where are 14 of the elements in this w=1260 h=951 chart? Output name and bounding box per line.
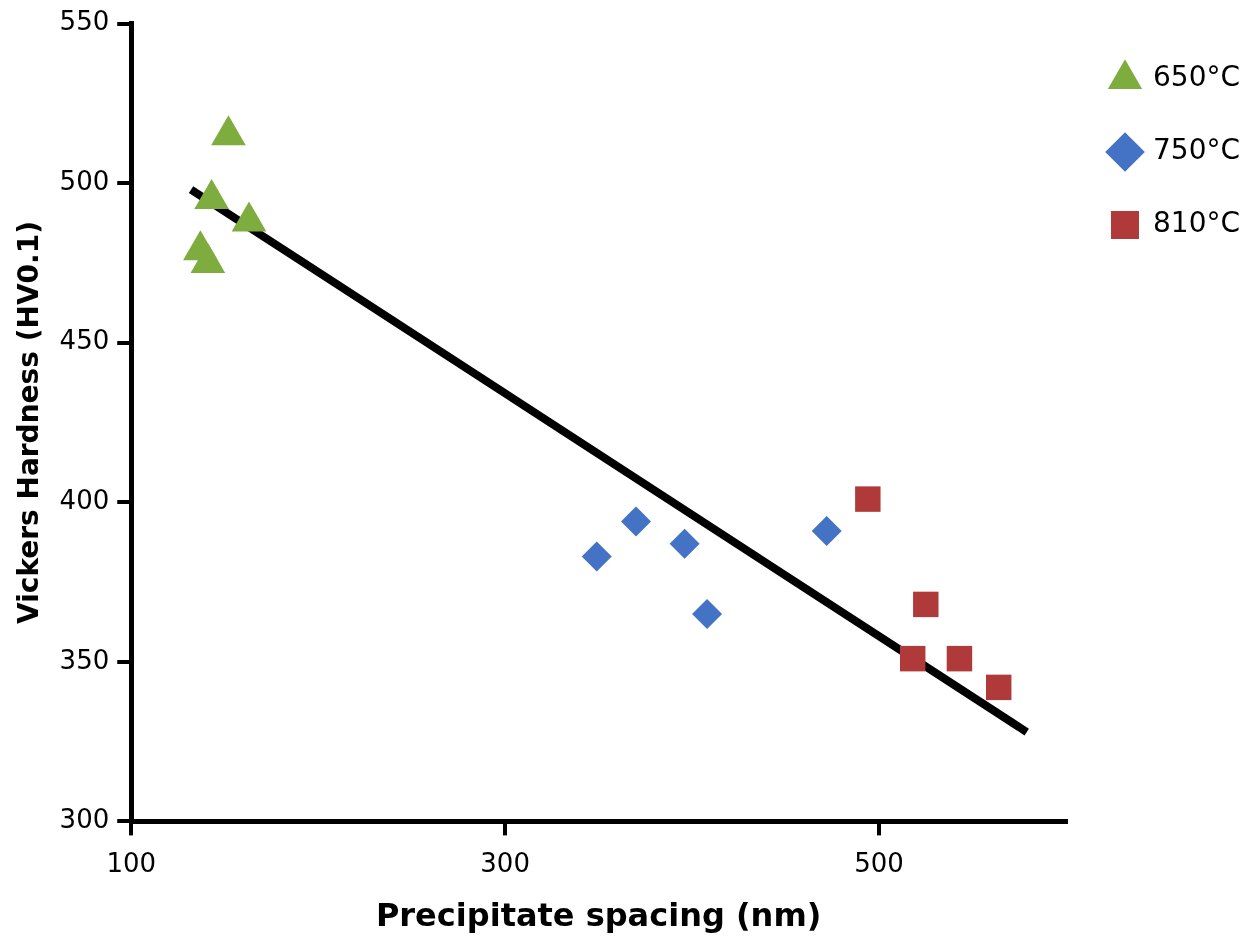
y-axis-title: Vickers Hardness (HV0.1) [12, 221, 46, 624]
y-tick-label: 400 [59, 485, 110, 516]
x-axis-title: Precipitate spacing (nm) [375, 896, 822, 935]
x-tick-label: 100 [106, 847, 157, 878]
y-tick-label: 300 [59, 804, 110, 835]
legend-label: 750°C [1153, 133, 1241, 167]
legend-label: 810°C [1153, 206, 1241, 240]
y-tick-label: 500 [59, 165, 110, 196]
y-tick-label: 350 [59, 644, 110, 675]
legend-label: 650°C [1153, 60, 1241, 94]
y-tick-label: 450 [59, 325, 110, 356]
x-tick-label: 500 [854, 847, 904, 878]
y-tick-label: 550 [59, 6, 110, 37]
x-tick-label: 300 [480, 847, 530, 878]
